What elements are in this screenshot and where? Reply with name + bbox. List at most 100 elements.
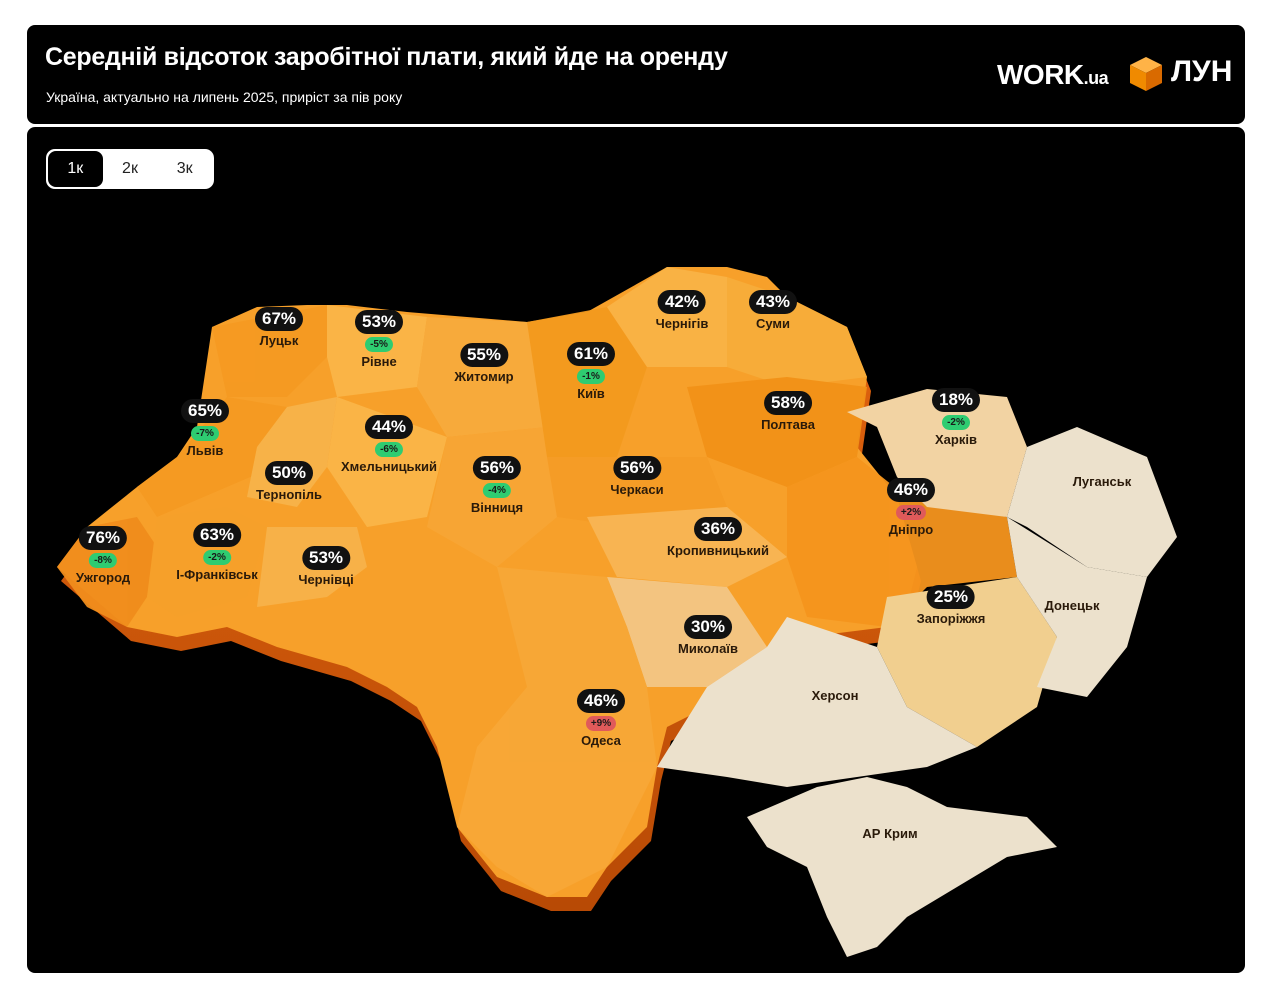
work-logo-suffix: .ua [1083,68,1109,88]
city-name: Київ [577,386,605,401]
region-odesa [457,567,657,897]
city-name: Кропивницький [667,543,769,558]
city-name: Тернопіль [256,487,322,502]
percent-badge: 30% [683,615,733,639]
label-donetsk: Донецьк [1045,596,1100,613]
city-name: Житомир [454,369,514,384]
map-panel: 1к 2к 3к [27,127,1245,973]
region-zaporizhzhia [877,577,1057,747]
city-name: Вінниця [470,500,524,515]
region-cherkasy [547,457,727,527]
label-zaporizhzhia: 25% Запоріжжя [916,585,986,626]
city-name: Чернігів [655,316,709,331]
change-badge: -2% [203,550,231,565]
region-luhansk [1007,427,1177,577]
tab-2k[interactable]: 2к [122,160,138,177]
label-kropyvnytskyi: 36% Кропивницький [667,517,769,558]
label-crimea: АР Крим [862,824,917,841]
label-zhytomyr: 55% Житомир [454,343,514,384]
city-name: Черкаси [610,482,664,497]
label-poltava: 58% Полтава [761,391,815,432]
percent-badge: 56% [612,456,662,480]
percent-badge: 65% [180,399,230,423]
percent-badge: 58% [763,391,813,415]
percent-badge: 42% [657,290,707,314]
label-lviv: 65% -7% Львів [180,399,230,458]
label-odesa: 46% +9% Одеса [576,689,626,748]
change-badge: -2% [942,415,970,430]
percent-badge: 46% [886,478,936,502]
percent-badge: 53% [301,546,351,570]
region-kherson [657,617,977,787]
city-name: АР Крим [862,826,918,841]
percent-badge: 46% [576,689,626,713]
tab-3k[interactable]: 3к [176,160,193,177]
label-kharkiv: 18% -2% Харків [931,388,981,447]
label-ivano-frankivsk: 63% -2% І-Франківськ [176,523,258,582]
label-dnipro: 46% +2% Дніпро [886,478,936,537]
label-rivne: 53% -5% Рівне [354,310,404,369]
percent-badge: 50% [264,461,314,485]
percent-badge: 61% [566,342,616,366]
change-badge: -8% [89,553,117,568]
label-mykolaiv: 30% Миколаїв [678,615,738,656]
header-bar: Середній відсоток заробітної плати, який… [27,25,1245,124]
percent-badge: 18% [931,388,981,412]
city-name: Полтава [761,417,815,432]
tab-1k[interactable]: 1к [48,151,103,187]
city-name: Одеса [581,733,621,748]
region-poltava [687,377,867,487]
city-name: Чернівці [298,572,354,587]
label-chernivtsi: 53% Чернівці [298,546,354,587]
region-crimea [747,777,1057,957]
label-khmelnytskyi: 44% -6% Хмельницький [341,415,437,474]
region-dnipro [787,457,1017,627]
city-name: Суми [755,316,791,331]
page-title: Середній відсоток заробітної плати, який… [45,43,728,71]
label-ternopil: 50% Тернопіль [256,461,322,502]
label-chernihiv: 42% Чернігів [655,290,709,331]
city-name: Харків [935,432,977,447]
label-kyiv: 61% -1% Київ [566,342,616,401]
lun-logo-text: ЛУН [1171,55,1233,88]
city-name: Луганськ [1072,474,1132,489]
page-subtitle: Україна, актуально на липень 2025, прирі… [46,89,403,105]
city-name: Луцьк [259,333,299,348]
region-shapes [57,267,1017,897]
city-name: Херсон [811,688,859,703]
change-badge: -7% [191,426,219,441]
label-lutsk: 67% Луцьк [254,307,304,348]
ukraine-map [57,267,1177,957]
city-name: Дніпро [888,522,934,537]
percent-badge: 76% [78,526,128,550]
percent-badge: 67% [254,307,304,331]
label-luhansk: Луганськ [1073,472,1132,489]
label-vinnytsia: 56% -4% Вінниця [471,456,523,515]
percent-badge: 36% [693,517,743,541]
percent-badge: 43% [748,290,798,314]
change-badge: -5% [365,337,393,352]
region-lviv [137,397,297,517]
label-cherkasy: 56% Черкаси [610,456,664,497]
region-khmelnytskyi [327,397,447,527]
change-badge: -6% [375,442,403,457]
percent-badge: 44% [364,415,414,439]
city-name: Запоріжжя [916,611,986,626]
percent-badge: 53% [354,310,404,334]
percent-badge: 55% [459,343,509,367]
change-badge: -4% [483,483,511,498]
city-name: Рівне [361,354,397,369]
city-name: Хмельницький [340,459,438,474]
change-badge: -1% [577,369,605,384]
label-uzhhorod: 76% -8% Ужгород [76,526,130,585]
city-name: Миколаїв [678,641,738,656]
region-donetsk [1007,517,1147,697]
percent-badge: 63% [192,523,242,547]
work-ua-logo: WORK.ua [997,59,1109,91]
region-zhytomyr [417,317,547,437]
lun-cube-icon [1130,57,1162,91]
work-logo-text: WORK [997,59,1084,90]
city-name: Львів [186,443,224,458]
percent-badge: 25% [926,585,976,609]
change-badge: +9% [585,716,617,731]
